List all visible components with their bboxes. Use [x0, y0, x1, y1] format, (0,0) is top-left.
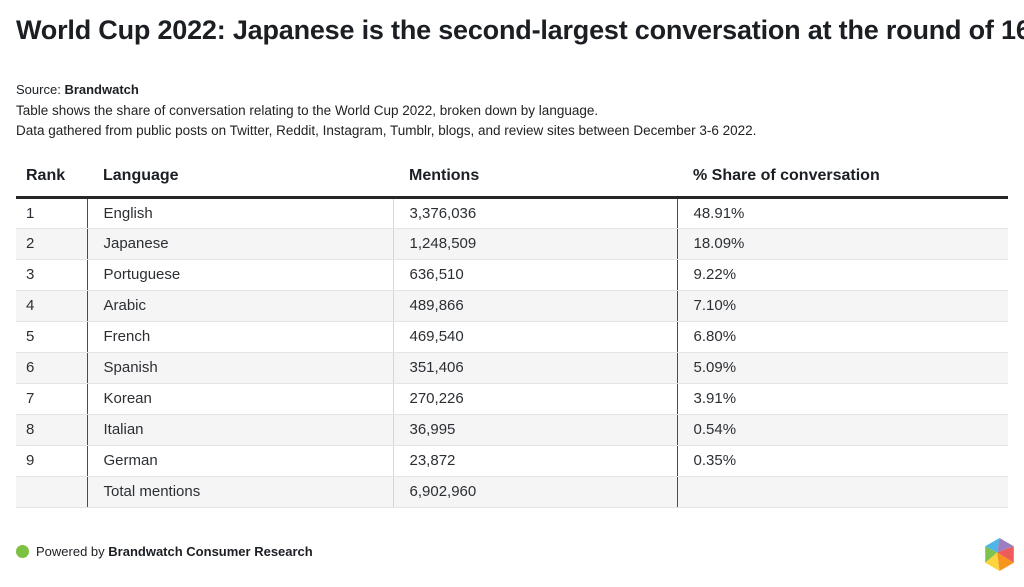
cell-language: Portuguese	[87, 259, 394, 291]
description-line-2: Data gathered from public posts on Twitt…	[16, 123, 757, 138]
cell-share: 48.91%	[677, 197, 1008, 229]
conversation-table: Rank Language Mentions % Share of conver…	[16, 161, 1008, 508]
cell-mentions: 6,902,960	[393, 476, 678, 508]
column-header-mentions: Mentions	[393, 161, 677, 199]
cell-mentions: 23,872	[393, 445, 678, 477]
cell-share: 6.80%	[677, 321, 1008, 353]
page-title: World Cup 2022: Japanese is the second-l…	[16, 15, 1024, 45]
table-row: 8 Italian 36,995 0.54%	[16, 414, 1008, 446]
table-row: 9 German 23,872 0.35%	[16, 445, 1008, 477]
cell-mentions: 351,406	[393, 352, 678, 384]
cell-rank: 7	[16, 383, 88, 415]
description-line-1: Table shows the share of conversation re…	[16, 103, 599, 118]
powered-by-text: Powered by Brandwatch Consumer Research	[36, 544, 313, 559]
table-row: 1 English 3,376,036 48.91%	[16, 197, 1008, 229]
cell-share: 18.09%	[677, 228, 1008, 260]
brandwatch-hexagon-logo-icon	[985, 538, 1014, 571]
cell-rank	[16, 476, 88, 508]
cell-mentions: 1,248,509	[393, 228, 678, 260]
source-line: Source: Brandwatch	[16, 82, 139, 97]
table-total-row: Total mentions 6,902,960	[16, 476, 1008, 508]
column-header-share: % Share of conversation	[677, 161, 1008, 199]
table-row: 5 French 469,540 6.80%	[16, 321, 1008, 353]
table-row: 2 Japanese 1,248,509 18.09%	[16, 228, 1008, 260]
cell-share: 3.91%	[677, 383, 1008, 415]
cell-mentions: 3,376,036	[393, 197, 678, 229]
cell-language: Japanese	[87, 228, 394, 260]
footer: Powered by Brandwatch Consumer Research	[16, 544, 313, 559]
cell-share: 9.22%	[677, 259, 1008, 291]
source-name: Brandwatch	[64, 82, 139, 97]
cell-language: German	[87, 445, 394, 477]
cell-rank: 5	[16, 321, 88, 353]
cell-rank: 4	[16, 290, 88, 322]
table-row: 3 Portuguese 636,510 9.22%	[16, 259, 1008, 291]
powered-by-label: Powered by	[36, 544, 105, 559]
cell-rank: 8	[16, 414, 88, 446]
cell-share	[677, 476, 1008, 508]
table-row: 6 Spanish 351,406 5.09%	[16, 352, 1008, 384]
source-label: Source:	[16, 82, 61, 97]
cell-rank: 9	[16, 445, 88, 477]
cell-share: 7.10%	[677, 290, 1008, 322]
cell-share: 0.35%	[677, 445, 1008, 477]
column-header-language: Language	[87, 161, 393, 199]
table-body: 1 English 3,376,036 48.91% 2 Japanese 1,…	[16, 197, 1008, 508]
cell-rank: 2	[16, 228, 88, 260]
cell-language: Korean	[87, 383, 394, 415]
cell-mentions: 270,226	[393, 383, 678, 415]
cell-share: 5.09%	[677, 352, 1008, 384]
table-row: 7 Korean 270,226 3.91%	[16, 383, 1008, 415]
cell-language: English	[87, 197, 394, 229]
brandwatch-dot-icon	[16, 545, 29, 558]
table-header: Rank Language Mentions % Share of conver…	[16, 161, 1008, 199]
cell-mentions: 36,995	[393, 414, 678, 446]
cell-mentions: 636,510	[393, 259, 678, 291]
cell-share: 0.54%	[677, 414, 1008, 446]
cell-mentions: 489,866	[393, 290, 678, 322]
column-header-rank: Rank	[16, 161, 87, 199]
cell-language: Italian	[87, 414, 394, 446]
table-row: 4 Arabic 489,866 7.10%	[16, 290, 1008, 322]
cell-rank: 6	[16, 352, 88, 384]
cell-language: French	[87, 321, 394, 353]
cell-rank: 1	[16, 197, 88, 229]
cell-language: Spanish	[87, 352, 394, 384]
cell-language: Total mentions	[87, 476, 394, 508]
cell-language: Arabic	[87, 290, 394, 322]
table-header-row: Rank Language Mentions % Share of conver…	[16, 161, 1008, 199]
cell-rank: 3	[16, 259, 88, 291]
brand-name: Brandwatch Consumer Research	[108, 544, 313, 559]
cell-mentions: 469,540	[393, 321, 678, 353]
